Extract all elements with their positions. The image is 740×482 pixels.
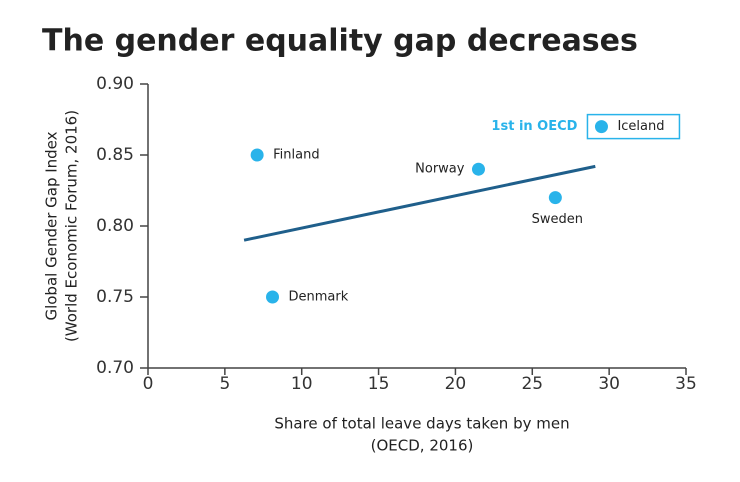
x-axis-label: Share of total leave days taken by men	[274, 415, 569, 433]
chart-title: The gender equality gap decreases	[42, 24, 638, 59]
point-label: Finland	[273, 148, 319, 163]
point	[266, 290, 280, 304]
y-tick-label: 0.80	[96, 216, 134, 236]
point-label: Norway	[415, 162, 465, 177]
y-axis-label: Global Gender Gap Index	[43, 131, 61, 320]
x-tick-label: 25	[521, 374, 543, 394]
annotation: 1st in OECD	[491, 119, 577, 134]
point	[594, 120, 608, 134]
x-axis-label: (OECD, 2016)	[371, 437, 474, 455]
y-tick-label: 0.85	[96, 145, 134, 165]
x-tick-label: 20	[445, 374, 467, 394]
x-tick-label: 10	[291, 374, 313, 394]
point	[250, 148, 264, 162]
point-label: Denmark	[289, 290, 349, 305]
x-tick-label: 0	[143, 374, 154, 394]
y-tick-label: 0.75	[96, 287, 134, 307]
y-tick-label: 0.90	[96, 74, 134, 94]
point	[471, 162, 485, 176]
x-tick-label: 35	[675, 374, 697, 394]
x-tick-label: 5	[219, 374, 230, 394]
trend-line	[243, 164, 596, 242]
point-label: Iceland	[617, 119, 664, 134]
point	[548, 191, 562, 205]
point-label: Sweden	[532, 212, 583, 227]
highlight-box	[586, 113, 681, 140]
x-tick-label: 30	[598, 374, 620, 394]
y-axis-label: (World Economic Forum, 2016)	[63, 110, 81, 342]
x-tick-label: 15	[368, 374, 390, 394]
y-tick-label: 0.70	[96, 358, 134, 378]
